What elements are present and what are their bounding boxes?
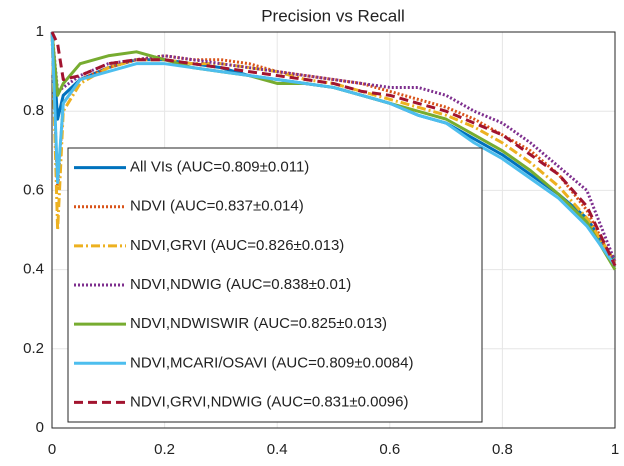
legend-label: NDVI,GRVI (AUC=0.826±0.013)	[130, 237, 344, 254]
y-tick-label: 0.2	[23, 340, 44, 357]
x-tick-label: 0.6	[379, 441, 400, 458]
series-line	[50, 31, 617, 263]
x-tick-label: 0.2	[154, 441, 175, 458]
legend-label: NDVI,GRVI,NDWIG (AUC=0.831±0.0096)	[130, 393, 408, 410]
x-tick-label: 0.8	[492, 441, 513, 458]
series-line	[50, 31, 617, 267]
series-line	[50, 31, 617, 267]
y-tick-label: 0.4	[23, 261, 44, 278]
chart-title: Precision vs Recall	[261, 6, 405, 25]
legend-label: NDVI (AUC=0.837±0.014)	[130, 198, 304, 215]
legend-label: NDVI,MCARI/OSAVI (AUC=0.809±0.0084)	[130, 354, 413, 371]
y-tick-label: 1	[36, 23, 44, 40]
legend-label: All VIs (AUC=0.809±0.011)	[130, 159, 309, 176]
legend-label: NDVI,NDWISWIR (AUC=0.825±0.013)	[130, 315, 387, 332]
axes-box	[51, 31, 616, 429]
legend-label: NDVI,NDWIG (AUC=0.838±0.01)	[130, 276, 351, 293]
y-tick-label: 0.6	[23, 181, 44, 198]
x-tick-label: 1	[611, 441, 619, 458]
y-tick-label: 0.8	[23, 102, 44, 119]
legend-box	[67, 147, 483, 423]
x-tick-label: 0.4	[267, 441, 288, 458]
y-tick-label: 0	[36, 419, 44, 436]
x-tick-label: 0	[48, 441, 56, 458]
